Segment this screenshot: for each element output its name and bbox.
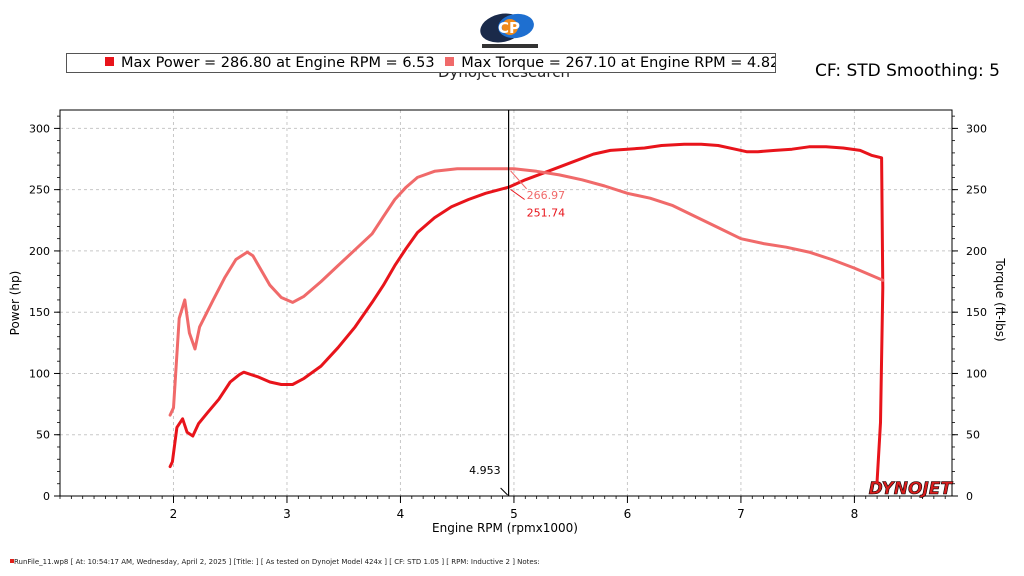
footer-text: RunFile_11.wp8 [ At: 10:54:17 AM, Wednes… xyxy=(14,558,540,566)
x-tick-label: 8 xyxy=(851,507,859,521)
cursor-power-label: 251.74 xyxy=(527,207,566,220)
y-axis-right: 0 50 100 150 200 250 300 xyxy=(952,115,987,503)
run-info-footer: RunFile_11.wp8 [ At: 10:54:17 AM, Wednes… xyxy=(10,558,540,566)
y2-axis-label: Torque (ft-lbs) xyxy=(993,257,1007,341)
cf-smoothing-label: CF: STD Smoothing: 5 xyxy=(815,61,1000,81)
power-marker-arrow xyxy=(510,189,525,200)
y2-tick-label: 250 xyxy=(966,184,987,197)
svg-text:CP: CP xyxy=(498,19,520,37)
x-tick-label: 3 xyxy=(283,507,291,521)
legend-item-torque: Max Torque = 267.10 at Engine RPM = 4.82 xyxy=(445,54,776,72)
legend: Max Power = 286.80 at Engine RPM = 6.53 … xyxy=(66,53,776,73)
cursor-torque-label: 266.97 xyxy=(527,189,566,202)
y2-tick-label: 0 xyxy=(966,490,973,503)
y-axis-left: 0 50 100 150 200 250 300 xyxy=(29,115,60,503)
y-tick-label: 0 xyxy=(43,490,50,503)
power-swatch xyxy=(105,57,114,66)
y2-tick-label: 50 xyxy=(966,429,980,442)
torque-curve xyxy=(168,167,885,417)
cursor-arrow xyxy=(500,487,508,496)
y-tick-label: 50 xyxy=(36,429,50,442)
cp-logo: CP xyxy=(480,13,538,48)
x-axis-label: Engine RPM (rpmx1000) xyxy=(432,521,578,535)
file-icon xyxy=(10,559,14,563)
y-tick-label: 200 xyxy=(29,245,50,258)
y-tick-label: 150 xyxy=(29,306,50,319)
y2-tick-label: 300 xyxy=(966,122,987,135)
x-axis: 2 3 4 5 6 7 8 xyxy=(59,496,946,521)
y2-tick-label: 100 xyxy=(966,367,987,380)
x-tick-label: 4 xyxy=(397,507,405,521)
legend-item-power: Max Power = 286.80 at Engine RPM = 6.53 xyxy=(105,54,435,72)
cursor-rpm-label: 4.953 xyxy=(469,464,501,477)
y-tick-label: 100 xyxy=(29,367,50,380)
x-tick-label: 6 xyxy=(624,507,632,521)
y-axis-label: Power (hp) xyxy=(8,271,22,336)
series-lines xyxy=(168,142,885,483)
plot-frame xyxy=(59,109,953,497)
x-tick-label: 7 xyxy=(737,507,745,521)
torque-swatch xyxy=(445,57,455,66)
y2-tick-label: 200 xyxy=(966,245,987,258)
x-tick-label: 2 xyxy=(170,507,178,521)
y2-tick-label: 150 xyxy=(966,306,987,319)
y-tick-label: 300 xyxy=(29,122,50,135)
power-curve xyxy=(168,142,885,483)
torque-marker-arrow xyxy=(510,170,527,190)
legend-power-text: Max Power = 286.80 at Engine RPM = 6.53 xyxy=(121,55,435,71)
y-tick-label: 250 xyxy=(29,184,50,197)
cursor[interactable]: 4.953 266.97 251.74 xyxy=(469,110,565,496)
x-tick-label: 5 xyxy=(510,507,518,521)
legend-torque-text: Max Torque = 267.10 at Engine RPM = 4.82 xyxy=(461,55,776,71)
dynojet-watermark: DYNOJET xyxy=(869,479,954,499)
